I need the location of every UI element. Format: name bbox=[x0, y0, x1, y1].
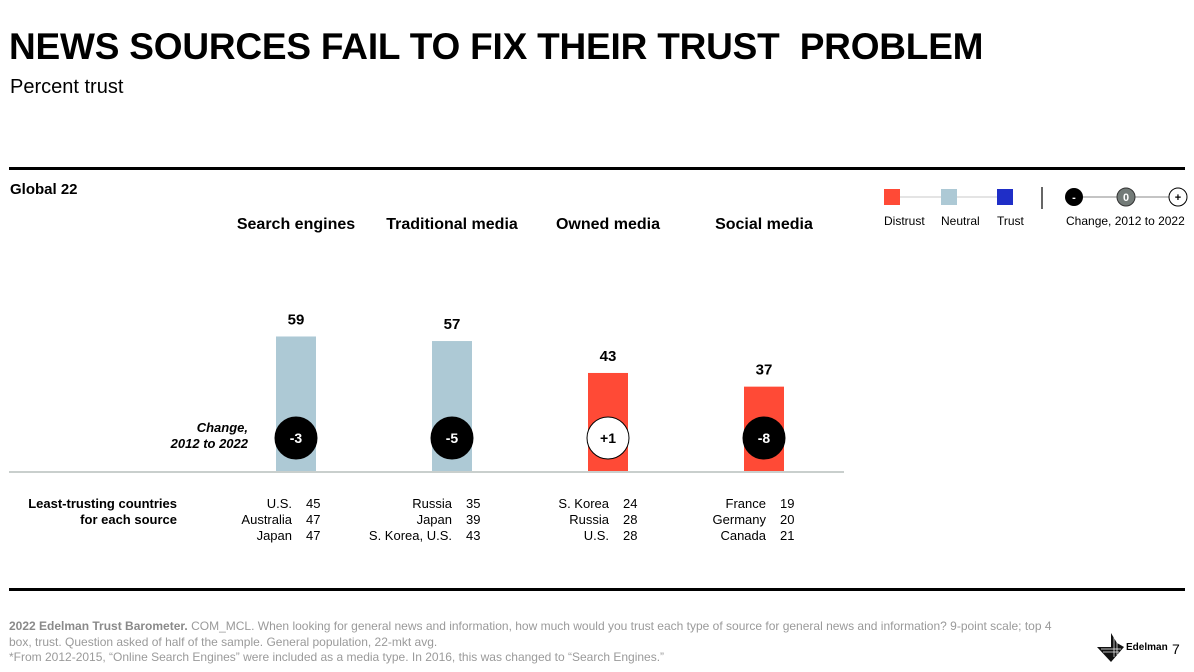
country-name: Russia bbox=[412, 496, 452, 511]
category-label-search-engines: Search engines bbox=[236, 216, 356, 233]
change-axis-label: Change, 2012 to 2022 bbox=[120, 420, 248, 452]
change-negative-glyph: - bbox=[1072, 192, 1076, 204]
country-name: S. Korea, U.S. bbox=[368, 528, 452, 543]
country-row: Japan 39 bbox=[292, 512, 496, 528]
legend-label-distrust: Distrust bbox=[884, 214, 925, 228]
country-name: France bbox=[725, 496, 766, 511]
bar-value-label-search-engines: 59 bbox=[288, 311, 305, 328]
edelman-logo-icon bbox=[1097, 633, 1124, 662]
least-trusting-label: Least-trusting countries for each source bbox=[10, 496, 177, 528]
country-row: France 19 bbox=[606, 496, 810, 512]
footnote: 2022 Edelman Trust Barometer. COM_MCL. W… bbox=[9, 619, 1069, 666]
change-value-search-engines: -3 bbox=[290, 430, 303, 446]
bar-chart: 59 -3 57 -5 43 +1 37 -8 bbox=[9, 311, 844, 473]
change-value-social-media: -8 bbox=[758, 430, 771, 446]
country-value: 24 bbox=[623, 496, 638, 511]
legend-swatch-neutral bbox=[941, 189, 957, 205]
country-row: U.S. 45 bbox=[132, 496, 336, 512]
category-label-traditional-media: Traditional media bbox=[386, 216, 518, 233]
country-name: U.S. bbox=[583, 528, 609, 543]
country-value: 20 bbox=[780, 512, 795, 527]
country-name: Russia bbox=[569, 512, 609, 527]
bottom-divider bbox=[9, 588, 1185, 591]
least-trusting-owned-media: S. Korea 24 Russia 28 U.S. 28 bbox=[449, 496, 653, 544]
page-subtitle: Percent trust bbox=[10, 76, 124, 98]
change-zero-glyph: 0 bbox=[1123, 192, 1129, 204]
country-name: Canada bbox=[720, 528, 766, 543]
country-row: S. Korea 24 bbox=[449, 496, 653, 512]
category-label-social-media: Social media bbox=[715, 216, 813, 233]
country-value: 19 bbox=[780, 496, 795, 511]
country-row: Japan 47 bbox=[132, 528, 336, 544]
change-negative-marker bbox=[1065, 188, 1083, 206]
legend-change-label: Change, 2012 to 2022 bbox=[1066, 214, 1185, 228]
country-row: Germany 20 bbox=[606, 512, 810, 528]
country-value: 28 bbox=[623, 528, 638, 543]
country-name: Japan bbox=[256, 528, 292, 543]
change-marker-owned-media bbox=[586, 416, 630, 460]
legend-swatch-distrust bbox=[884, 189, 900, 205]
legend-swatch-trust bbox=[997, 189, 1013, 205]
change-value-owned-media: +1 bbox=[600, 430, 616, 446]
page-title: NEWS SOURCES FAIL TO FIX THEIR TRUST PRO… bbox=[9, 26, 984, 67]
change-axis-label-line2: 2012 to 2022 bbox=[170, 436, 248, 451]
country-value: 35 bbox=[466, 496, 481, 511]
bar-value-label-traditional-media: 57 bbox=[444, 316, 461, 333]
legend: - 0 + bbox=[884, 187, 1188, 209]
bar-value-label-owned-media: 43 bbox=[600, 348, 617, 365]
country-value: 43 bbox=[466, 528, 481, 543]
category-label-owned-media: Owned media bbox=[555, 216, 661, 233]
country-value: 28 bbox=[623, 512, 638, 527]
change-marker-social-media bbox=[742, 416, 786, 460]
least-trusting-social-media: France 19 Germany 20 Canada 21 bbox=[606, 496, 810, 544]
country-name: Australia bbox=[241, 512, 292, 527]
least-trusting-search-engines: U.S. 45 Australia 47 Japan 47 bbox=[132, 496, 336, 544]
footnote-note: *From 2012-2015, “Online Search Engines”… bbox=[9, 650, 665, 664]
segment-label: Global 22 bbox=[10, 181, 78, 198]
country-row: Australia 47 bbox=[132, 512, 336, 528]
country-name: S. Korea bbox=[558, 496, 609, 511]
country-row: Canada 21 bbox=[606, 528, 810, 544]
country-name: U.S. bbox=[266, 496, 292, 511]
country-row: Russia 28 bbox=[449, 512, 653, 528]
legend-label-neutral: Neutral bbox=[941, 214, 980, 228]
legend-label-trust: Trust bbox=[997, 214, 1024, 228]
change-positive-glyph: + bbox=[1175, 192, 1181, 204]
country-row: U.S. 28 bbox=[449, 528, 653, 544]
change-zero-marker bbox=[1116, 187, 1136, 207]
change-value-traditional-media: -5 bbox=[446, 430, 459, 446]
footnote-source-bold: 2022 Edelman Trust Barometer. bbox=[9, 619, 188, 633]
country-row: S. Korea, U.S. 43 bbox=[292, 528, 496, 544]
country-row: Russia 35 bbox=[292, 496, 496, 512]
country-value: 21 bbox=[780, 528, 795, 543]
bar-value-label-social-media: 37 bbox=[756, 362, 773, 379]
change-axis-label-line1: Change, bbox=[196, 420, 248, 435]
top-divider bbox=[9, 167, 1185, 170]
country-value: 45 bbox=[306, 496, 321, 511]
brand-name: Edelman bbox=[1126, 642, 1168, 653]
change-positive-marker bbox=[1168, 187, 1188, 207]
country-name: Japan bbox=[416, 512, 452, 527]
change-marker-traditional-media bbox=[430, 416, 474, 460]
country-name: Germany bbox=[712, 512, 766, 527]
country-value: 39 bbox=[466, 512, 481, 527]
least-trusting-label-line2: for each source bbox=[80, 512, 177, 527]
country-value: 47 bbox=[306, 528, 321, 543]
page-number: 7 bbox=[1172, 641, 1180, 657]
country-value: 47 bbox=[306, 512, 321, 527]
change-marker-search-engines bbox=[274, 416, 318, 460]
footnote-source-text: COM_MCL. When looking for general news a… bbox=[9, 619, 1052, 649]
least-trusting-traditional-media: Russia 35 Japan 39 S. Korea, U.S. 43 bbox=[292, 496, 496, 544]
least-trusting-label-line1: Least-trusting countries bbox=[28, 496, 177, 511]
